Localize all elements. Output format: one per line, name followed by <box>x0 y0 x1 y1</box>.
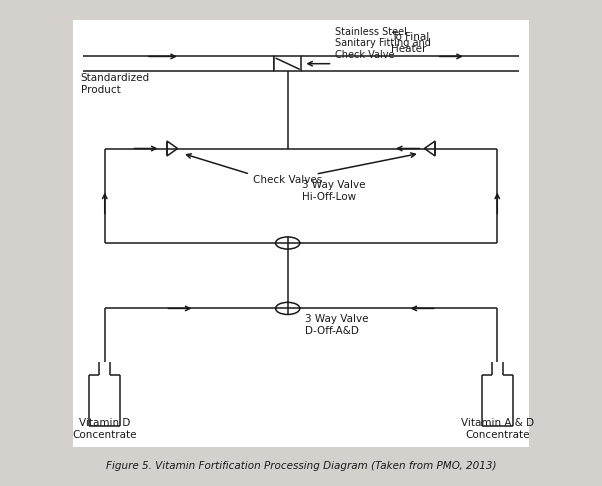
Text: To Final
Heater: To Final Heater <box>391 33 429 54</box>
Text: 3 Way Valve
Hi-Off-Low: 3 Way Valve Hi-Off-Low <box>302 180 365 202</box>
Text: Vitamin D
Concentrate: Vitamin D Concentrate <box>72 418 137 440</box>
Ellipse shape <box>276 302 300 314</box>
Ellipse shape <box>276 237 300 249</box>
Text: Stainless Steel
Sanitary Fitting and
Check Valve: Stainless Steel Sanitary Fitting and Che… <box>335 27 431 60</box>
Bar <box>275 56 301 71</box>
Text: Figure 5. Vitamin Fortification Processing Diagram (Taken from PMO, 2013): Figure 5. Vitamin Fortification Processi… <box>106 461 496 471</box>
Text: 3 Way Valve
D-Off-A&D: 3 Way Valve D-Off-A&D <box>305 314 368 336</box>
Bar <box>73 20 529 447</box>
Text: Vitamin A & D
Concentrate: Vitamin A & D Concentrate <box>461 418 534 440</box>
Text: Standardized
Product: Standardized Product <box>81 73 150 95</box>
Text: Check Valves: Check Valves <box>252 175 322 185</box>
